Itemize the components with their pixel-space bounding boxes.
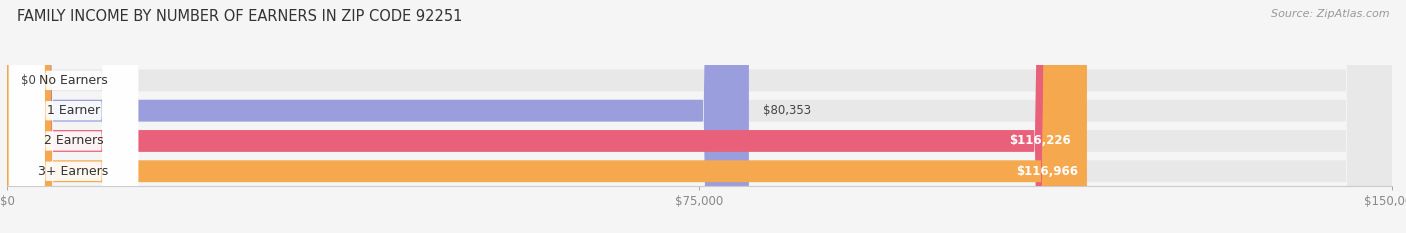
Text: $116,226: $116,226 [1010,134,1071,147]
FancyBboxPatch shape [8,0,138,233]
FancyBboxPatch shape [8,0,138,233]
FancyBboxPatch shape [7,0,1392,233]
Text: $116,966: $116,966 [1015,165,1078,178]
FancyBboxPatch shape [7,0,1087,233]
Text: No Earners: No Earners [39,74,108,87]
FancyBboxPatch shape [8,0,138,233]
FancyBboxPatch shape [7,0,1392,233]
Text: FAMILY INCOME BY NUMBER OF EARNERS IN ZIP CODE 92251: FAMILY INCOME BY NUMBER OF EARNERS IN ZI… [17,9,463,24]
FancyBboxPatch shape [7,0,1392,233]
Text: $0: $0 [21,74,35,87]
Text: $80,353: $80,353 [763,104,811,117]
FancyBboxPatch shape [8,0,138,233]
Text: Source: ZipAtlas.com: Source: ZipAtlas.com [1271,9,1389,19]
FancyBboxPatch shape [7,0,1080,233]
Text: 1 Earner: 1 Earner [46,104,100,117]
FancyBboxPatch shape [7,0,749,233]
FancyBboxPatch shape [7,0,1392,233]
Text: 2 Earners: 2 Earners [44,134,103,147]
Text: 3+ Earners: 3+ Earners [38,165,108,178]
